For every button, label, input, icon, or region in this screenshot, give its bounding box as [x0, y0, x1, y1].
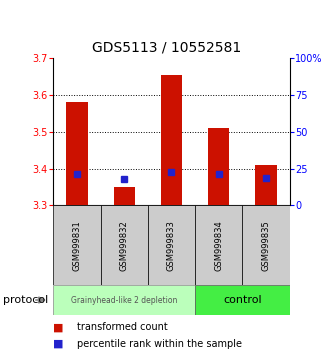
- Text: ■: ■: [53, 322, 64, 332]
- Text: GSM999835: GSM999835: [261, 220, 271, 270]
- Bar: [114, 187, 135, 205]
- Bar: [148, 205, 195, 285]
- Text: control: control: [223, 295, 262, 305]
- Text: GDS5113 / 10552581: GDS5113 / 10552581: [92, 41, 241, 55]
- Bar: [66, 103, 88, 205]
- Bar: [53, 205, 101, 285]
- Bar: [101, 205, 148, 285]
- Text: percentile rank within the sample: percentile rank within the sample: [77, 338, 241, 349]
- Bar: [53, 285, 195, 315]
- Bar: [255, 165, 277, 205]
- Text: GSM999833: GSM999833: [167, 220, 176, 270]
- Text: Grainyhead-like 2 depletion: Grainyhead-like 2 depletion: [71, 296, 177, 304]
- Text: transformed count: transformed count: [77, 322, 167, 332]
- Bar: [195, 205, 242, 285]
- Bar: [208, 128, 229, 205]
- Text: ■: ■: [53, 338, 64, 349]
- Text: protocol: protocol: [3, 295, 49, 305]
- Bar: [242, 205, 290, 285]
- Text: GSM999831: GSM999831: [72, 220, 82, 270]
- Bar: [195, 285, 290, 315]
- Text: GSM999834: GSM999834: [214, 220, 223, 270]
- Bar: [161, 75, 182, 205]
- Text: GSM999832: GSM999832: [120, 220, 129, 270]
